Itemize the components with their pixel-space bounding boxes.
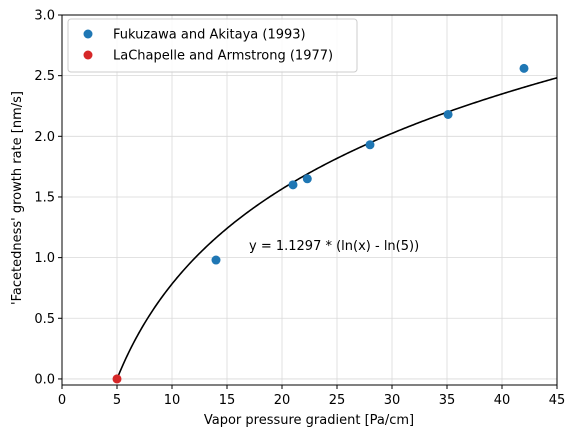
- y-tick-label-5: 2.5: [34, 69, 55, 84]
- y-tick-label-3: 1.5: [34, 190, 55, 205]
- ticks: 0 5 10 15 20 25 30 35 40 45 0.0 0.5 1.0 1.5 2.0 2.5 3.0: [34, 9, 565, 409]
- data-point-s0-0: [211, 255, 221, 265]
- fit-curve-group: [116, 77, 558, 380]
- x-tick-label-3: 15: [219, 393, 236, 408]
- data-point-s0-5: [519, 63, 529, 73]
- x-tick-label-8: 40: [494, 393, 511, 408]
- legend-frame: [67, 18, 358, 73]
- x-tick-label-1: 5: [113, 393, 121, 408]
- y-tick-label-6: 3.0: [34, 9, 55, 24]
- fit-curve-line: [116, 77, 558, 380]
- x-axis-label: Vapor pressure gradient [Pa/cm]: [204, 413, 414, 428]
- fit-equation-annotation: y = 1.1297 * (ln(x) - ln(5)): [249, 239, 419, 254]
- legend-marker-fukuzawa: [83, 29, 93, 39]
- x-tick-label-5: 25: [329, 393, 346, 408]
- y-tick-label-2: 1.0: [34, 251, 55, 266]
- y-tick-label-1: 0.5: [34, 312, 55, 327]
- plot-frame: [61, 14, 558, 386]
- data-point-s0-4: [443, 109, 453, 119]
- data-point-s0-2: [302, 174, 312, 184]
- y-axis-label: 'Facetedness' growth rate [nm/s]: [10, 91, 25, 305]
- data-point-s1-0: [112, 374, 122, 384]
- legend-marker-lachapelle: [83, 50, 93, 60]
- axes: [61, 14, 558, 386]
- data-point-s0-3: [365, 140, 375, 150]
- legend: Fukuzawa and Akitaya (1993) LaChapelle a…: [67, 18, 358, 73]
- y-tick-label-4: 2.0: [34, 130, 55, 145]
- x-tick-label-7: 35: [439, 393, 456, 408]
- data-points: [112, 63, 529, 384]
- x-tick-label-2: 10: [164, 393, 181, 408]
- data-point-s0-1: [288, 180, 298, 190]
- x-tick-label-9: 45: [549, 393, 566, 408]
- legend-entry-fukuzawa: Fukuzawa and Akitaya (1993): [113, 28, 306, 43]
- x-tick-label-0: 0: [58, 393, 66, 408]
- y-tick-label-0: 0.0: [34, 372, 55, 387]
- legend-entry-lachapelle: LaChapelle and Armstrong (1977): [113, 49, 333, 64]
- x-tick-label-4: 20: [274, 393, 291, 408]
- x-tick-label-6: 30: [384, 393, 401, 408]
